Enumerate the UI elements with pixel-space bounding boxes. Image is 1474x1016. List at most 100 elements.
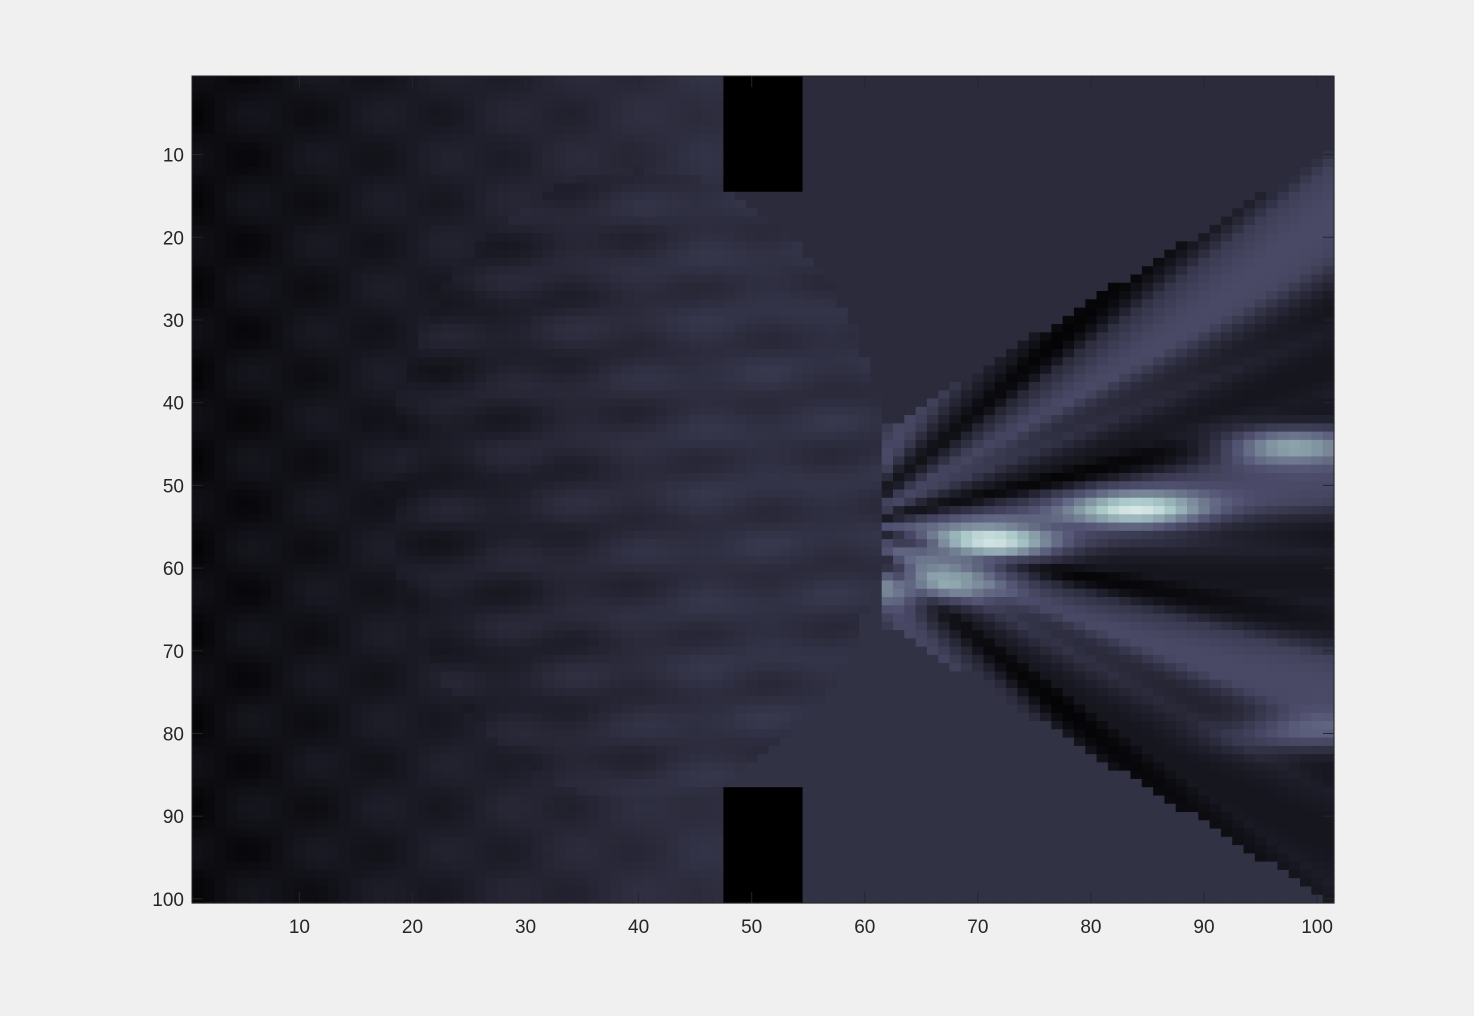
heatmap-cell (463, 406, 476, 416)
heatmap-cell (1322, 423, 1335, 433)
heatmap-cell (825, 456, 838, 466)
heatmap-cell (293, 257, 306, 267)
heatmap-cell (1040, 257, 1052, 267)
heatmap-cell (904, 175, 917, 185)
heatmap-cell (248, 415, 261, 424)
heatmap-cell (474, 315, 487, 325)
heatmap-cell (429, 142, 442, 152)
heatmap-cell (1254, 423, 1267, 433)
heatmap-cell (938, 307, 951, 317)
heatmap-cell (338, 125, 351, 135)
heatmap-cell (802, 92, 815, 102)
heatmap-cell (791, 406, 804, 416)
heatmap-cell (825, 291, 838, 300)
heatmap-cell (734, 398, 747, 408)
heatmap-cell (813, 431, 826, 441)
heatmap-cell (1277, 241, 1290, 251)
heatmap-cell (361, 464, 374, 474)
heatmap-cell (350, 249, 363, 259)
heatmap-cell (1311, 100, 1324, 110)
heatmap-cell (542, 166, 555, 176)
heatmap-cell (576, 448, 589, 458)
heatmap-cell (565, 117, 578, 127)
heatmap-cell (689, 84, 702, 94)
heatmap-cell (259, 448, 272, 458)
heatmap-cell (836, 175, 849, 185)
heatmap-cell (881, 266, 894, 276)
heatmap-cell (565, 142, 578, 152)
heatmap-cell (644, 373, 657, 383)
heatmap-cell (418, 439, 431, 449)
heatmap-cell (1232, 142, 1245, 152)
heatmap-cell (372, 448, 385, 458)
heatmap-cell (1311, 348, 1324, 358)
heatmap-cell (938, 233, 951, 242)
heatmap-cell (485, 439, 498, 449)
heatmap-cell (316, 233, 329, 242)
heatmap-cell (1175, 183, 1188, 193)
heatmap-cell (1175, 208, 1188, 218)
heatmap-cell (983, 348, 996, 358)
heatmap-cell (779, 373, 792, 383)
heatmap-cell (485, 175, 498, 185)
heatmap-cell (553, 340, 566, 350)
heatmap-cell (553, 249, 566, 259)
heatmap-cell (632, 357, 645, 367)
heatmap-cell (994, 208, 1007, 218)
heatmap-cell (1130, 175, 1143, 185)
heatmap-cell (463, 431, 476, 441)
heatmap-cell (1130, 200, 1143, 209)
heatmap-cell (1051, 257, 1064, 267)
heatmap-cell (587, 274, 600, 284)
heatmap-cell (723, 84, 736, 94)
heatmap-cell (689, 109, 702, 118)
heatmap-cell (825, 191, 838, 201)
heatmap-cell (802, 324, 815, 333)
heatmap-cell (440, 84, 453, 94)
heatmap-cell (372, 324, 385, 333)
heatmap-cell (418, 216, 431, 226)
heatmap-cell (870, 415, 883, 424)
heatmap-cell (610, 472, 623, 482)
heatmap-cell (836, 315, 849, 325)
heatmap-cell (915, 92, 928, 102)
heatmap-cell (881, 315, 894, 325)
heatmap-cell (825, 266, 838, 276)
heatmap-cell (452, 291, 464, 300)
heatmap-cell (429, 340, 442, 350)
heatmap-cell (316, 423, 329, 433)
heatmap-cell (893, 191, 905, 201)
heatmap-cell (429, 175, 442, 185)
heatmap-cell (621, 340, 634, 350)
heatmap-cell (259, 208, 272, 218)
heatmap-cell (440, 315, 453, 325)
heatmap-cell (463, 183, 476, 193)
heatmap-cell (305, 381, 317, 391)
heatmap-cell (802, 373, 815, 383)
heatmap-cell (689, 315, 702, 325)
heatmap-cell (836, 423, 849, 433)
heatmap-cell (666, 439, 679, 449)
heatmap-cell (666, 448, 679, 458)
heatmap-cell (825, 340, 838, 350)
heatmap-cell (904, 464, 917, 474)
heatmap-cell (1311, 299, 1324, 309)
heatmap-cell (1175, 299, 1188, 309)
heatmap-cell (474, 373, 487, 383)
heatmap-cell (305, 249, 317, 259)
heatmap-cell (372, 415, 385, 424)
heatmap-cell (203, 208, 216, 218)
heatmap-cell (576, 315, 589, 325)
heatmap-cell (1040, 365, 1052, 375)
heatmap-cell (1107, 365, 1120, 375)
heatmap-cell (1300, 381, 1312, 391)
heatmap-cell (271, 481, 284, 491)
heatmap-cell (621, 233, 634, 242)
heatmap-cell (327, 100, 340, 110)
heatmap-cell (1017, 224, 1030, 234)
heatmap-cell (700, 76, 713, 85)
heatmap-cell (418, 423, 431, 433)
heatmap-cell (1243, 307, 1256, 317)
heatmap-cell (904, 84, 917, 94)
heatmap-cell (463, 472, 476, 482)
